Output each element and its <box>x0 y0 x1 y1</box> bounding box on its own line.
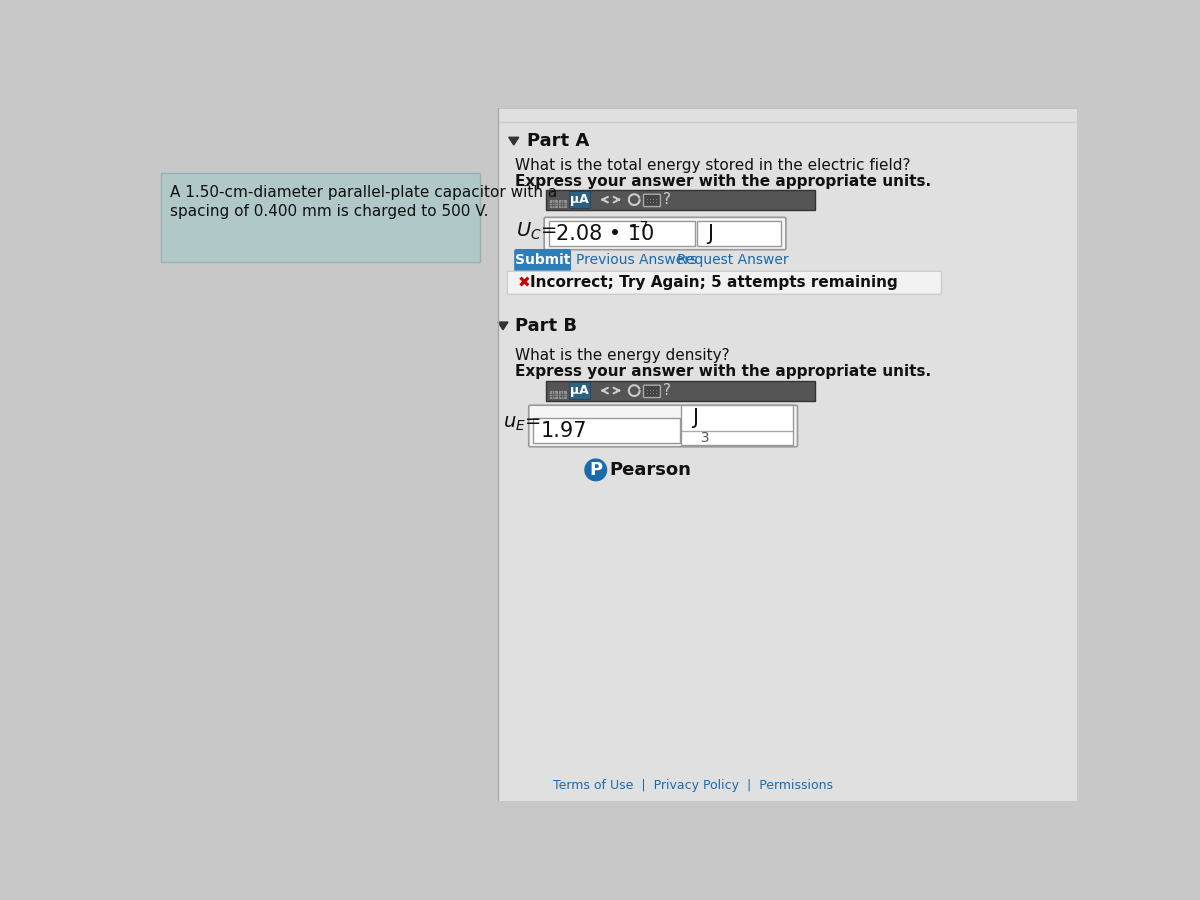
Text: J: J <box>692 408 698 427</box>
Text: J: J <box>708 223 713 244</box>
Text: Terms of Use  |  Privacy Policy  |  Permissions: Terms of Use | Privacy Policy | Permissi… <box>553 778 834 792</box>
FancyBboxPatch shape <box>656 202 658 203</box>
FancyBboxPatch shape <box>649 199 652 201</box>
FancyBboxPatch shape <box>656 199 658 201</box>
FancyBboxPatch shape <box>546 190 815 210</box>
Text: 2.08 • 10: 2.08 • 10 <box>557 223 655 244</box>
FancyBboxPatch shape <box>161 174 480 262</box>
Text: Request Answer: Request Answer <box>677 254 788 267</box>
FancyBboxPatch shape <box>569 382 590 399</box>
Text: 1.97: 1.97 <box>541 420 588 441</box>
Text: $U_C$=: $U_C$= <box>516 220 557 242</box>
Text: Pearson: Pearson <box>610 461 691 479</box>
Circle shape <box>584 459 606 481</box>
Text: −7: −7 <box>629 220 649 234</box>
FancyBboxPatch shape <box>550 200 557 207</box>
FancyBboxPatch shape <box>649 202 652 203</box>
FancyBboxPatch shape <box>529 405 798 446</box>
FancyBboxPatch shape <box>656 390 658 392</box>
FancyBboxPatch shape <box>569 191 590 208</box>
Text: Part B: Part B <box>515 317 577 335</box>
FancyBboxPatch shape <box>656 393 658 394</box>
Text: $u_E$=: $u_E$= <box>503 414 541 433</box>
FancyBboxPatch shape <box>559 200 566 207</box>
Text: 3: 3 <box>692 430 709 445</box>
FancyBboxPatch shape <box>515 249 570 271</box>
Text: μA: μA <box>570 384 589 397</box>
FancyBboxPatch shape <box>647 393 648 394</box>
Text: A 1.50-cm-diameter parallel-plate capacitor with a: A 1.50-cm-diameter parallel-plate capaci… <box>170 185 557 200</box>
FancyBboxPatch shape <box>550 391 557 399</box>
FancyBboxPatch shape <box>653 202 654 203</box>
FancyBboxPatch shape <box>508 271 942 294</box>
FancyBboxPatch shape <box>544 217 786 249</box>
FancyBboxPatch shape <box>533 418 679 443</box>
FancyBboxPatch shape <box>546 381 815 400</box>
Text: spacing of 0.400 mm is charged to 500 V.: spacing of 0.400 mm is charged to 500 V. <box>170 204 488 220</box>
FancyBboxPatch shape <box>647 390 648 392</box>
FancyBboxPatch shape <box>649 393 652 394</box>
FancyBboxPatch shape <box>697 221 781 246</box>
FancyBboxPatch shape <box>559 391 566 399</box>
FancyBboxPatch shape <box>548 221 695 246</box>
Text: Previous Answers: Previous Answers <box>576 254 697 267</box>
Polygon shape <box>498 322 508 329</box>
Text: What is the energy density?: What is the energy density? <box>515 348 730 364</box>
Polygon shape <box>509 138 518 145</box>
FancyBboxPatch shape <box>649 390 652 392</box>
Text: What is the total energy stored in the electric field?: What is the total energy stored in the e… <box>515 158 911 173</box>
FancyBboxPatch shape <box>653 393 654 394</box>
FancyBboxPatch shape <box>643 194 660 207</box>
Text: Express your answer with the appropriate units.: Express your answer with the appropriate… <box>515 174 931 189</box>
Text: ?: ? <box>662 192 671 207</box>
FancyBboxPatch shape <box>498 108 1078 801</box>
FancyBboxPatch shape <box>643 385 660 398</box>
Text: ?: ? <box>662 383 671 398</box>
Text: P: P <box>589 461 602 479</box>
Text: Part A: Part A <box>527 132 589 150</box>
Text: Submit: Submit <box>515 254 570 267</box>
Text: ✖: ✖ <box>518 275 530 291</box>
FancyBboxPatch shape <box>653 390 654 392</box>
FancyBboxPatch shape <box>647 199 648 201</box>
Text: Express your answer with the appropriate units.: Express your answer with the appropriate… <box>515 364 931 379</box>
Text: Incorrect; Try Again; 5 attempts remaining: Incorrect; Try Again; 5 attempts remaini… <box>530 275 898 291</box>
FancyBboxPatch shape <box>682 405 793 446</box>
Text: μA: μA <box>570 194 589 206</box>
FancyBboxPatch shape <box>653 199 654 201</box>
FancyBboxPatch shape <box>647 202 648 203</box>
